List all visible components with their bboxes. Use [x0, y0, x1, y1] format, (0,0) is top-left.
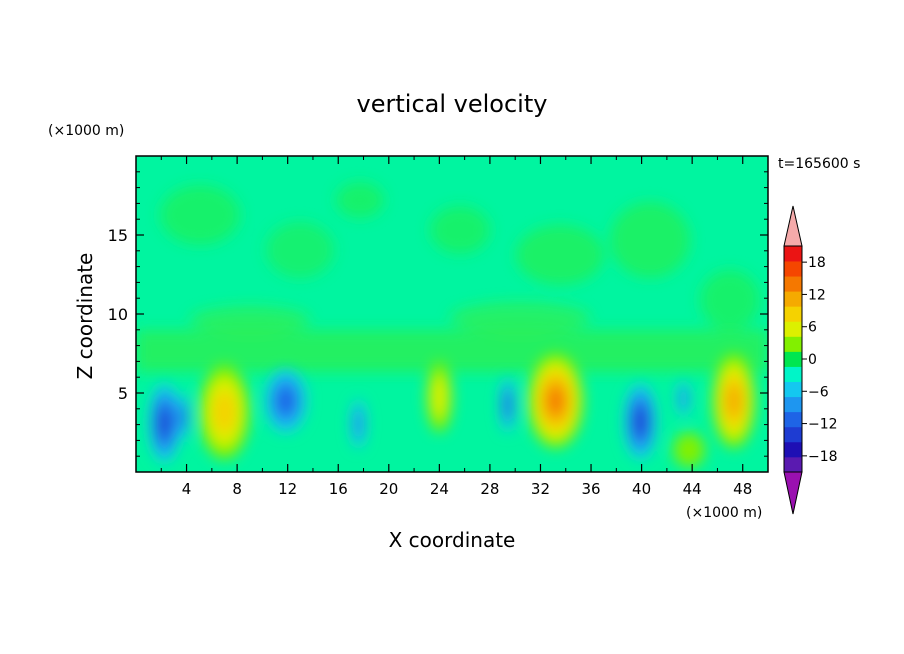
y-axis-label: Z coordinate — [73, 253, 97, 380]
colorbar-band-14 — [784, 246, 802, 262]
x-tick-label-12: 12 — [278, 480, 297, 498]
velocity-cell-2-level-2 — [276, 386, 296, 415]
velocity-cell-10-level-3 — [726, 384, 742, 418]
colorbar-band-6 — [784, 366, 802, 382]
velocity-cell-6-level-1 — [679, 387, 688, 410]
x-tick-label-24: 24 — [430, 480, 449, 498]
colorbar-band-7 — [784, 351, 802, 367]
velocity-cell-11-level-0 — [673, 432, 705, 468]
colorbar-over-arrow — [783, 205, 803, 247]
colorbar-tick-label-2: −6 — [808, 384, 829, 400]
colorbar-band-11 — [784, 291, 802, 307]
colorbar-band-0 — [784, 456, 802, 473]
colorbar-band-1 — [784, 441, 802, 458]
colorbar-band-12 — [784, 276, 802, 292]
x-tick-label-48: 48 — [733, 480, 752, 498]
x-unit-label: (×1000 m) — [686, 505, 762, 521]
velocity-cell-9-level-4 — [547, 387, 564, 415]
colorbar-band-2 — [784, 426, 802, 443]
x-tick-label-40: 40 — [632, 480, 651, 498]
colorbar-band-3 — [784, 411, 802, 428]
colorbar-band-5 — [784, 381, 802, 398]
velocity-cell-3-level-1 — [353, 408, 364, 439]
x-axis-label: X coordinate — [389, 528, 516, 552]
x-tick-label-28: 28 — [480, 480, 499, 498]
x-tick-label-32: 32 — [531, 480, 550, 498]
y-tick-label-5: 5 — [118, 384, 128, 403]
velocity-cell-5-level-3 — [634, 408, 647, 435]
colorbar-tick-label-0: −18 — [808, 449, 838, 465]
colorbar-tick-label-3: 0 — [808, 352, 817, 368]
colorbar-band-8 — [784, 336, 802, 352]
colorbar-under-arrow — [783, 471, 803, 515]
velocity-cell-7-level-2 — [213, 390, 236, 434]
colorbar-tick-label-5: 12 — [808, 287, 826, 303]
colorbar-band-10 — [784, 306, 802, 322]
colorbar-band-9 — [784, 321, 802, 337]
x-tick-label-16: 16 — [329, 480, 348, 498]
x-tick-label-8: 8 — [232, 480, 242, 498]
colorbar-tick-label-6: 18 — [808, 255, 826, 271]
velocity-cell-4-level-2 — [504, 392, 511, 418]
velocity-cell-1-level-2 — [179, 406, 186, 428]
x-tick-label-4: 4 — [182, 480, 192, 498]
time-label: t=165600 s — [778, 156, 860, 172]
upper-texture — [136, 182, 768, 372]
colorbar-tick-label-4: 6 — [808, 320, 817, 336]
colorbar: −18 −12 −6 0 6 12 18 — [783, 205, 838, 515]
velocity-cell-8-level-1 — [431, 375, 448, 419]
cells-layer — [148, 353, 756, 468]
y-tick-label-10: 10 — [108, 305, 128, 324]
heatmap-field — [136, 156, 768, 472]
y-tick-label-15: 15 — [108, 226, 128, 245]
x-tick-label-36: 36 — [581, 480, 600, 498]
y-axis: 5 10 15 — [108, 171, 768, 457]
y-unit-label: (×1000 m) — [48, 123, 124, 139]
colorbar-tick-label-1: −12 — [808, 417, 838, 433]
x-axis: 4 8 12 16 20 24 28 32 36 40 44 48 — [160, 156, 752, 498]
velocity-cell-0-level-3 — [158, 409, 170, 437]
chart-title: vertical velocity — [357, 90, 548, 118]
colorbar-band-4 — [784, 396, 802, 413]
colorbar-band-13 — [784, 261, 802, 277]
x-tick-label-44: 44 — [683, 480, 702, 498]
x-tick-label-20: 20 — [379, 480, 398, 498]
